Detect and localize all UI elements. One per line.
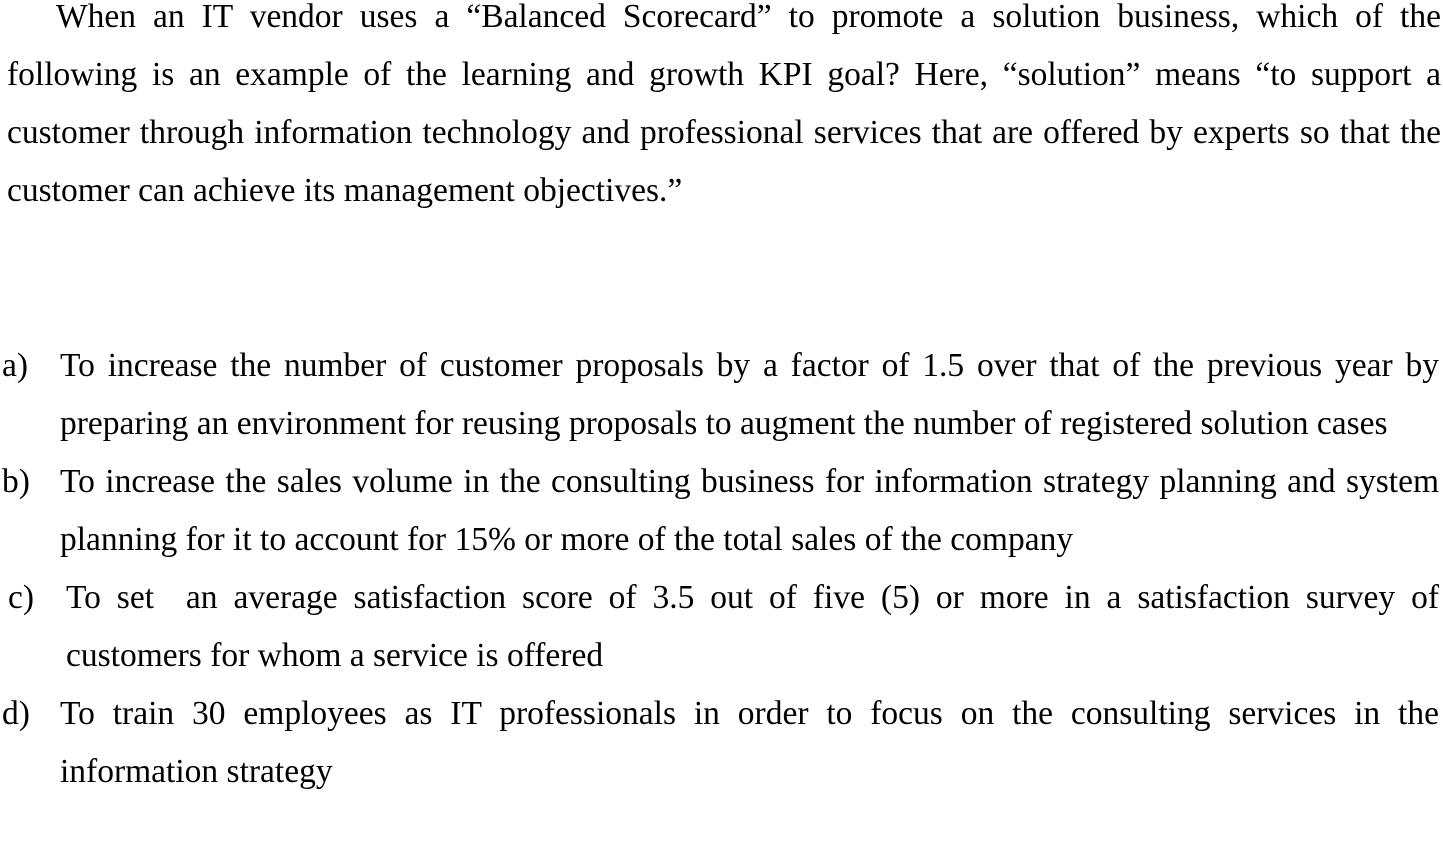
option-text: To set an average satisfaction score of …: [66, 579, 1439, 674]
option-letter: d): [2, 695, 30, 732]
option-text: To increase the sales volume in the cons…: [60, 463, 1439, 558]
answer-option-c[interactable]: c) To set an average satisfaction score …: [0, 569, 1443, 685]
answer-option-b[interactable]: b) To increase the sales volume in the c…: [0, 453, 1443, 569]
question-text: When an IT vendor uses a “Balanced Score…: [7, 0, 1441, 209]
answer-option-d[interactable]: d) To train 30 employees as IT professio…: [0, 685, 1443, 801]
answer-options-list: a) To increase the number of customer pr…: [0, 337, 1443, 801]
option-text: To increase the number of customer propo…: [60, 347, 1439, 442]
option-letter: a): [2, 347, 29, 384]
option-letter: c): [8, 579, 35, 616]
answer-option-a[interactable]: a) To increase the number of customer pr…: [0, 337, 1443, 453]
option-text: To train 30 employees as IT professional…: [60, 695, 1439, 790]
option-letter: b): [2, 463, 30, 500]
